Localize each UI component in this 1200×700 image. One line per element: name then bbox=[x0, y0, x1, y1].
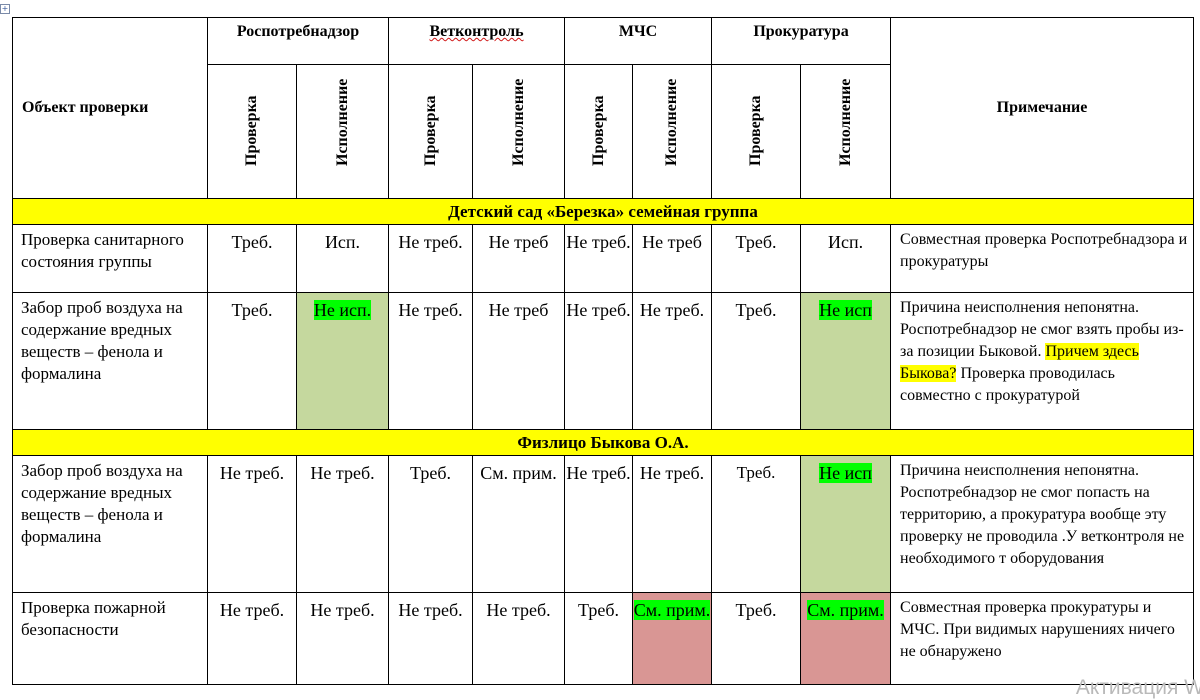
table-row: Забор проб воздуха на содержание вредных… bbox=[12, 292, 1195, 430]
section-title: Детский сад «Березка» семейная группа bbox=[11, 198, 1195, 225]
cell-rpn-exec: Не треб. bbox=[296, 592, 389, 685]
header-sub-exec-2-label: Исполнение bbox=[509, 78, 527, 166]
cell-vet-exec: Не треб bbox=[471, 224, 566, 293]
cell-vet-check: Не треб. bbox=[388, 224, 473, 293]
cell-vet-exec: Не треб bbox=[471, 292, 566, 430]
header-sub-check-2-label: Проверка bbox=[421, 95, 439, 166]
header-sub-check-1: Проверка bbox=[207, 64, 297, 199]
cell-prok-exec-value: См. прим. bbox=[807, 600, 884, 620]
header-object: Объект проверки bbox=[12, 17, 208, 199]
header-sub-check-4: Проверка bbox=[711, 64, 802, 199]
cell-prok-exec: Не исп bbox=[800, 455, 892, 593]
section-row-berezka: Детский сад «Березка» семейная группа bbox=[11, 198, 1195, 225]
activation-watermark: Активация W bbox=[1075, 676, 1200, 699]
cell-vet-exec: См. прим. bbox=[471, 455, 566, 593]
table-row: Проверка санитарного состояния группы Тр… bbox=[12, 224, 1195, 293]
cell-mchs-check: Не треб. bbox=[564, 292, 634, 430]
header-agency-mchs: МЧС bbox=[564, 17, 713, 65]
header-sub-exec-1: Исполнение bbox=[296, 64, 389, 199]
row-note-text-2: Проверка проводилась совместно с прокура… bbox=[900, 365, 1115, 404]
cell-mchs-exec: Не треб. bbox=[632, 455, 713, 593]
table-row: Проверка пожарной безопасности Не треб. … bbox=[12, 592, 1195, 685]
header-sub-check-3-label: Проверка bbox=[589, 95, 607, 166]
cell-vet-check: Не треб. bbox=[388, 292, 473, 430]
table-row: Забор проб воздуха на содержание вредных… bbox=[12, 455, 1195, 593]
cell-prok-check: Треб. bbox=[711, 292, 802, 430]
header-row-agencies: Объект проверки Роспотребнадзор Ветконтр… bbox=[12, 17, 1195, 199]
cell-mchs-exec-value: См. прим. bbox=[633, 600, 711, 620]
header-agency-vetkontrol: Ветконтроль bbox=[387, 17, 566, 65]
cell-rpn-exec: Исп. bbox=[296, 224, 389, 293]
cell-rpn-exec-value: Не исп. bbox=[313, 300, 372, 320]
cell-mchs-exec: См. прим. bbox=[632, 592, 713, 685]
row-object: Проверка пожарной безопасности bbox=[12, 592, 208, 685]
cell-rpn-check: Не треб. bbox=[207, 592, 297, 685]
cell-prok-check: Треб. bbox=[711, 224, 802, 293]
header-agency-rospotrebnadzor: Роспотребнадзор bbox=[207, 17, 389, 65]
cell-rpn-exec: Не треб. bbox=[296, 455, 389, 593]
header-sub-check-1-label: Проверка bbox=[243, 95, 260, 166]
header-sub-exec-3-label: Исполнение bbox=[663, 78, 681, 166]
row-object: Забор проб воздуха на содержание вредных… bbox=[12, 455, 208, 593]
header-row-sub: Проверка Исполнение Проверка Исполнение … bbox=[13, 64, 1194, 199]
row-note: Причина неисполнения непонятна. Роспотре… bbox=[890, 292, 1195, 430]
cell-vet-check: Не треб. bbox=[388, 592, 473, 685]
header-agency-prokuratura: Прокуратура bbox=[711, 17, 892, 65]
cell-prok-exec: Не исп bbox=[800, 292, 892, 430]
inspection-table: Объект проверки Роспотребнадзор Ветконтр… bbox=[11, 17, 1195, 685]
row-note: Причина неисполнения непонятна. Роспотре… bbox=[890, 455, 1195, 593]
section-title: Физлицо Быкова О.А. bbox=[11, 429, 1195, 456]
table-move-handle-icon[interactable]: + bbox=[0, 4, 10, 14]
cell-prok-exec-value: Не исп bbox=[819, 300, 872, 320]
cell-rpn-check: Треб. bbox=[207, 292, 297, 430]
header-sub-check-3: Проверка bbox=[564, 64, 634, 199]
cell-prok-check: Треб. bbox=[711, 455, 802, 593]
cell-rpn-check: Не треб. bbox=[207, 455, 297, 593]
header-sub-exec-4: Исполнение bbox=[800, 64, 892, 199]
cell-mchs-exec: Не треб. bbox=[632, 292, 713, 430]
cell-mchs-check: Не треб. bbox=[564, 455, 634, 593]
cell-prok-exec: Исп. bbox=[800, 224, 892, 293]
row-note: Совместная проверка Роспотребнадзора и п… bbox=[890, 224, 1195, 293]
cell-rpn-check: Треб. bbox=[207, 224, 297, 293]
cell-prok-exec-value: Не исп bbox=[819, 463, 872, 483]
row-object: Забор проб воздуха на содержание вредных… bbox=[12, 292, 208, 430]
header-sub-exec-3: Исполнение bbox=[632, 64, 713, 199]
cell-prok-exec: См. прим. bbox=[800, 592, 892, 685]
cell-vet-check: Треб. bbox=[388, 455, 473, 593]
row-note-text-1: Причина неисполнения непонятна. Роспотре… bbox=[900, 299, 1184, 360]
cell-prok-check: Треб. bbox=[711, 592, 802, 685]
cell-mchs-check: Не треб. bbox=[564, 224, 634, 293]
section-row-bykova: Физлицо Быкова О.А. bbox=[11, 429, 1195, 456]
row-note: Совместная проверка прокуратуры и МЧС. П… bbox=[890, 592, 1195, 685]
row-object: Проверка санитарного состояния группы bbox=[12, 224, 208, 293]
cell-vet-exec: Не треб. bbox=[471, 592, 566, 685]
cell-mchs-exec: Не треб bbox=[632, 224, 713, 293]
header-note: Примечание bbox=[890, 17, 1195, 199]
header-agency-vetkontrol-label: Ветконтроль bbox=[429, 23, 524, 40]
cell-rpn-exec: Не исп. bbox=[296, 292, 389, 430]
cell-mchs-check: Треб. bbox=[564, 592, 634, 685]
header-sub-exec-4-label: Исполнение bbox=[836, 78, 854, 166]
header-sub-check-2: Проверка bbox=[388, 64, 473, 199]
header-sub-exec-1-label: Исполнение bbox=[333, 78, 351, 166]
header-sub-check-4-label: Проверка bbox=[747, 95, 765, 166]
header-sub-exec-2: Исполнение bbox=[471, 64, 566, 199]
